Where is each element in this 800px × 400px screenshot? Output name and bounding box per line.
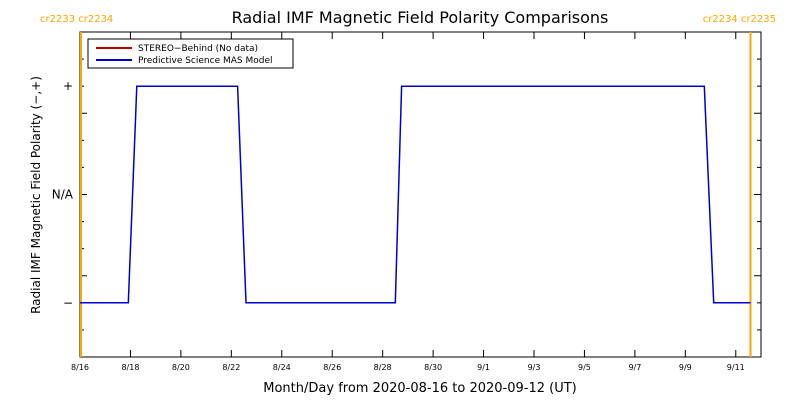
legend-box bbox=[87, 38, 294, 69]
legend-label-mas: Predictive Science MAS Model bbox=[138, 56, 273, 66]
x-tick-label: 9/7 bbox=[628, 363, 641, 372]
legend: STEREO−Behind (No data) Predictive Scien… bbox=[87, 38, 294, 69]
x-axis-label: Month/Day from 2020-08-16 to 2020-09-12 … bbox=[263, 381, 576, 396]
x-tick-label: 8/24 bbox=[273, 363, 291, 372]
x-tick-label: 8/22 bbox=[222, 363, 240, 372]
x-tick-label: 8/30 bbox=[424, 363, 442, 372]
carrington-label-right: cr2234 cr2235 bbox=[703, 14, 776, 25]
series-line-mas-model bbox=[80, 85, 751, 304]
y-tick-label: N/A bbox=[52, 188, 74, 202]
x-tick-label: 9/1 bbox=[477, 363, 490, 372]
legend-label-stereo: STEREO−Behind (No data) bbox=[138, 44, 258, 54]
x-tick-label: 9/9 bbox=[679, 363, 692, 372]
x-tick-label: 8/28 bbox=[374, 363, 392, 372]
x-tick-label: 8/16 bbox=[71, 363, 89, 372]
x-tick-label: 8/26 bbox=[323, 363, 341, 372]
axis-ticks: 8/16 8/18 8/20 8/22 8/24 8/26 8/28 8/30 9/1 9/3 9/… bbox=[52, 31, 761, 372]
x-tick-label: 9/3 bbox=[528, 363, 541, 372]
chart-title: Radial IMF Magnetic Field Polarity Compa… bbox=[232, 8, 609, 27]
x-tick-label: 9/11 bbox=[727, 363, 745, 372]
series-group bbox=[80, 85, 751, 304]
x-tick-label: 9/5 bbox=[578, 363, 591, 372]
y-axis-label: Radial IMF Magnetic Field Polarity (−,+) bbox=[29, 76, 43, 314]
x-tick-label: 8/20 bbox=[172, 363, 190, 372]
carrington-label-left: cr2233 cr2234 bbox=[40, 14, 113, 25]
plot-frame bbox=[79, 31, 762, 358]
x-tick-label: 8/18 bbox=[121, 363, 139, 372]
y-tick-label: + bbox=[63, 79, 73, 93]
y-tick-label: − bbox=[63, 296, 73, 310]
carrington-markers bbox=[80, 32, 752, 357]
